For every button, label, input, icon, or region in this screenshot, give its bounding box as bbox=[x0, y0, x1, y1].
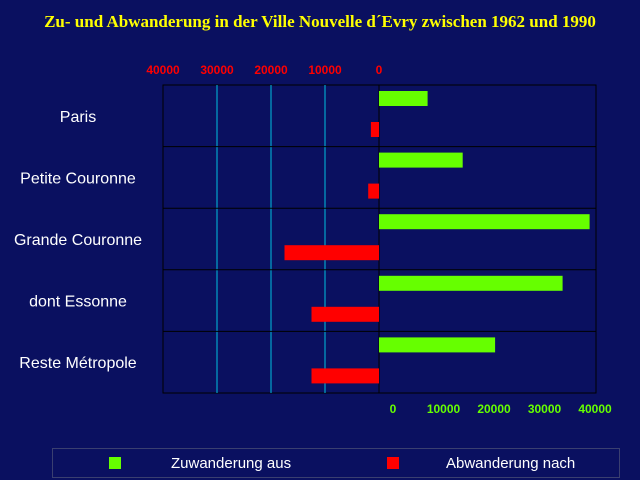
top-tick-label: 20000 bbox=[254, 63, 288, 77]
bar-abwanderung-0 bbox=[370, 122, 379, 137]
bottom-tick-label: 0 bbox=[390, 402, 397, 416]
bar-abwanderung-3 bbox=[311, 306, 379, 322]
bar-abwanderung-4 bbox=[311, 368, 379, 384]
bar-zuwanderung-1 bbox=[379, 152, 463, 168]
bar-abwanderung-2 bbox=[284, 245, 379, 261]
top-tick-label: 30000 bbox=[200, 63, 234, 77]
bar-zuwanderung-2 bbox=[379, 214, 590, 230]
bottom-tick-label: 10000 bbox=[427, 402, 461, 416]
top-tick-label: 0 bbox=[376, 63, 383, 77]
category-label: Reste Métropole bbox=[19, 355, 136, 372]
bar-zuwanderung-4 bbox=[379, 337, 496, 353]
category-label: Petite Couronne bbox=[20, 170, 136, 187]
legend-label-abwanderung: Abwanderung nach bbox=[446, 455, 576, 472]
bottom-tick-label: 40000 bbox=[578, 402, 612, 416]
legend-label-zuwanderung: Zuwanderung aus bbox=[171, 455, 292, 472]
bar-zuwanderung-0 bbox=[379, 91, 428, 106]
category-label: Grande Couronne bbox=[14, 232, 142, 249]
chart-title: Zu- und Abwanderung in der Ville Nouvell… bbox=[44, 12, 596, 31]
chart-plot: Paris Petite Couronne Grande Couronne dont … bbox=[14, 63, 612, 416]
legend-swatch-zuwanderung bbox=[109, 457, 121, 469]
bottom-tick-label: 30000 bbox=[528, 402, 562, 416]
bar-zuwanderung-3 bbox=[379, 275, 563, 291]
legend: Zuwanderung aus Abwanderung nach bbox=[52, 448, 620, 478]
bottom-tick-label: 20000 bbox=[477, 402, 511, 416]
legend-swatch-abwanderung bbox=[387, 457, 399, 469]
category-label: Paris bbox=[60, 109, 96, 126]
category-label: dont Essonne bbox=[29, 294, 127, 311]
top-tick-label: 10000 bbox=[308, 63, 342, 77]
bar-abwanderung-1 bbox=[368, 183, 379, 199]
top-tick-label: 40000 bbox=[146, 63, 180, 77]
